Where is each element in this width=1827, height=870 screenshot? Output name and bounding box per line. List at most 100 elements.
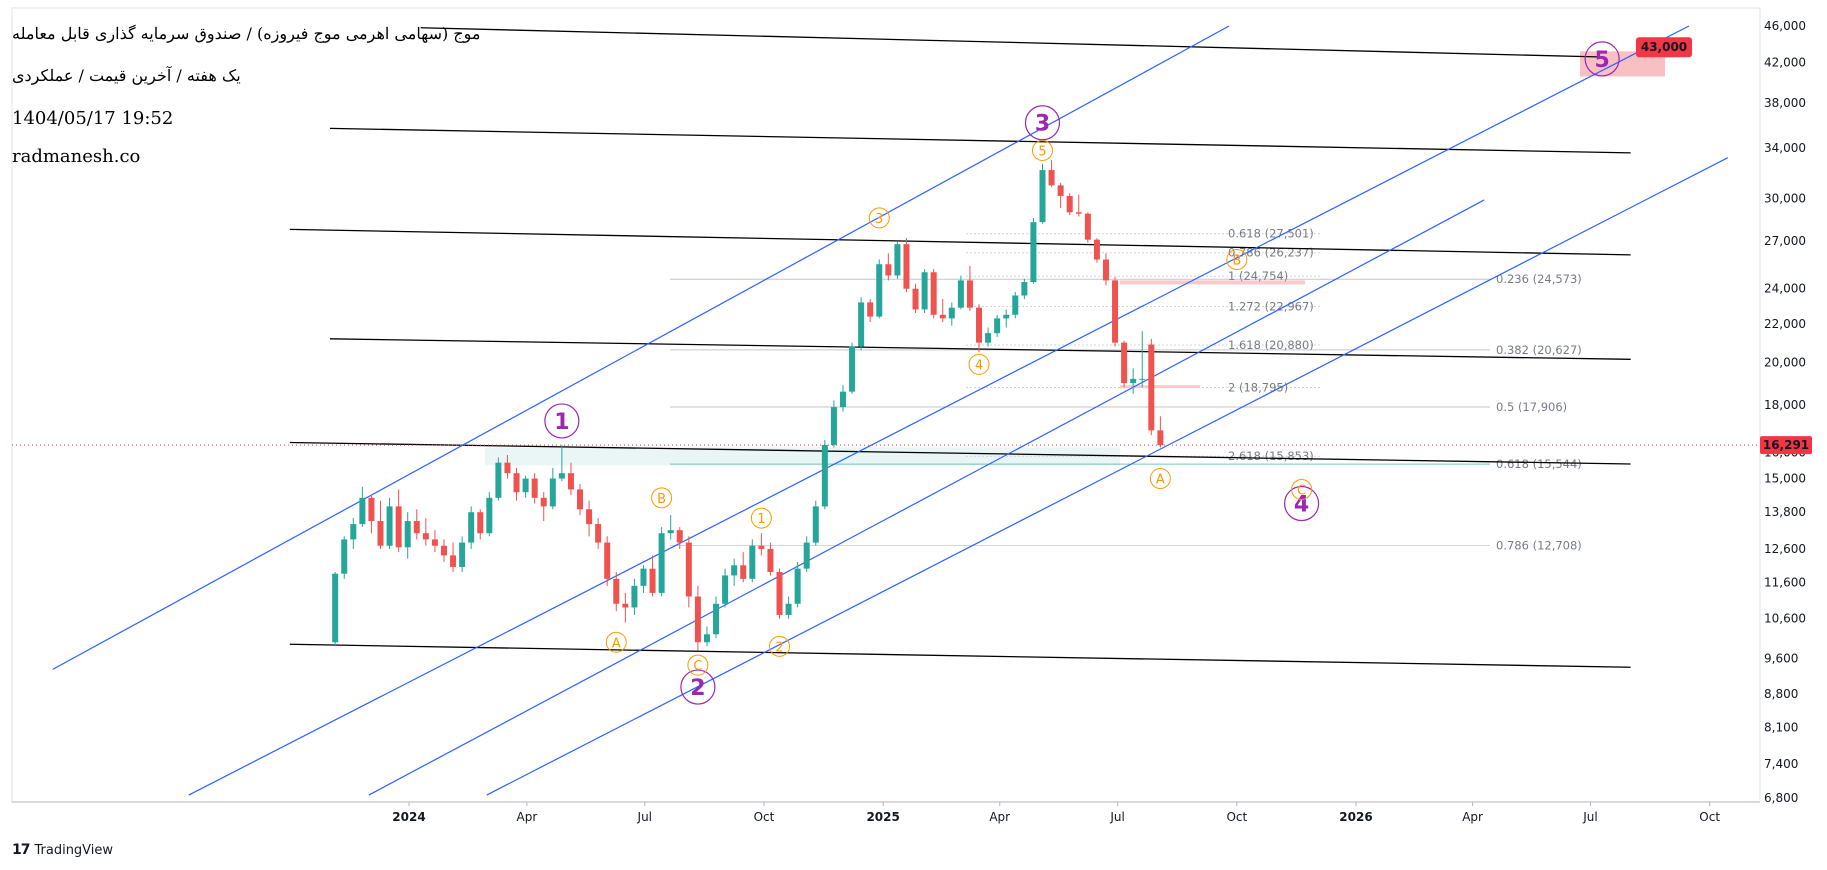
wave-minor-label: 2 <box>775 640 783 655</box>
candle-body <box>577 489 584 510</box>
y-tick-label: 38,000 <box>1764 96 1806 110</box>
axes: 46,000 42,000 38,000 34,000 30,000 27,000 24,0… <box>11 7 1812 824</box>
wave-minor-label: B <box>657 492 666 507</box>
y-tick-label: 8,100 <box>1764 720 1798 734</box>
x-tick-label: 2025 <box>866 810 899 824</box>
wave-major-label: 3 <box>1035 112 1050 137</box>
candle-body <box>740 565 747 579</box>
candle-body <box>812 506 819 543</box>
candle-body <box>876 264 883 317</box>
fib-retracement-label: 0.786 (12,708) <box>1496 538 1582 552</box>
x-tick-label: 2026 <box>1339 810 1372 824</box>
x-tick-label: 2024 <box>392 810 425 824</box>
wave-minor-label: C <box>1297 483 1306 498</box>
candle-body <box>994 318 1001 334</box>
y-tick-label: 8,800 <box>1764 687 1798 701</box>
candle-body <box>867 302 874 317</box>
fib-level-label: 1.618 (20,880) <box>1228 338 1314 352</box>
resistance-zone-2 <box>1120 385 1200 389</box>
y-tick-label: 34,000 <box>1764 141 1806 155</box>
candle-body <box>522 478 529 493</box>
candle-body <box>386 506 393 546</box>
candle-body <box>722 575 729 604</box>
candle-body <box>413 521 420 534</box>
wave-minor-circle <box>1031 139 1053 161</box>
wave-minor-label: 3 <box>875 212 883 227</box>
wave-minor-label: 1 <box>757 512 765 527</box>
candle-body <box>332 573 339 643</box>
y-tick-label: 24,000 <box>1764 282 1806 296</box>
candle-body <box>667 530 674 534</box>
wave-minor-circle <box>1291 478 1313 500</box>
candle-body <box>658 533 665 593</box>
fib-level-label: 0.618 (27,501) <box>1228 227 1314 241</box>
candle-body <box>468 512 475 543</box>
x-tick-label: Apr <box>989 810 1010 824</box>
candle-body <box>694 596 701 643</box>
horizontal-trend-line <box>289 228 1631 256</box>
candle-body <box>830 407 837 445</box>
candle-body <box>477 512 484 534</box>
x-tick-label: Jul <box>637 810 652 824</box>
candle-body <box>957 280 964 308</box>
candle-body <box>631 585 638 608</box>
tradingview-watermark[interactable]: 17 TradingView <box>12 842 113 858</box>
wave-minor-circle <box>868 207 890 229</box>
candle-body <box>586 509 593 525</box>
candle-body <box>459 542 466 567</box>
x-tick-label: Oct <box>754 810 775 824</box>
candle-body <box>513 473 520 493</box>
tradingview-label: TradingView <box>34 842 114 858</box>
x-tick-label: Oct <box>1226 810 1247 824</box>
wave-minor-circle <box>1226 249 1248 271</box>
horizontal-trend-line <box>289 643 1631 668</box>
target-price-badge: 43,000 <box>1636 37 1692 58</box>
candle-body <box>948 307 955 319</box>
candle-body <box>713 603 720 635</box>
highlight-zones <box>485 51 1665 466</box>
x-tick-label: Apr <box>1462 810 1483 824</box>
candle-body <box>1012 295 1019 315</box>
wave-minor-label: 5 <box>1038 144 1046 159</box>
candle-body <box>839 391 846 408</box>
channel-line <box>52 25 1230 670</box>
fib-level-label: 0.786 (26,237) <box>1228 246 1314 260</box>
candle-body <box>1139 378 1146 380</box>
wave-major-circle <box>1283 485 1320 522</box>
candle-body <box>604 542 611 579</box>
candle-body <box>1075 212 1082 214</box>
fib-retracement-label: 0.5 (17,906) <box>1496 400 1567 414</box>
last-price-badge-text: 16,291 <box>1763 438 1809 452</box>
y-tick-label: 12,600 <box>1764 542 1806 556</box>
candle-body <box>794 568 801 604</box>
trend-channel-lines <box>52 25 1729 796</box>
candle-body <box>440 545 447 556</box>
x-tick-label: Apr <box>517 810 538 824</box>
wave-major-circle <box>680 669 716 705</box>
candle-body <box>1102 259 1109 281</box>
x-tick-label: Oct <box>1699 810 1720 824</box>
candle-body <box>567 473 574 490</box>
horizontal-trend-line <box>289 441 1631 465</box>
resistance-zone <box>1120 280 1305 285</box>
y-tick-label: 27,000 <box>1764 234 1806 248</box>
channel-line <box>486 157 1729 796</box>
chart-subtitle: یک هفته / آخرین قیمت / عملکردی <box>12 66 241 85</box>
candle-body <box>540 497 547 507</box>
candle-body <box>731 565 738 576</box>
y-tick-label: 9,600 <box>1764 652 1798 666</box>
candle-body <box>767 548 774 573</box>
candle-body <box>985 333 992 343</box>
last-price-badge: 16,291 <box>1760 436 1812 455</box>
candle-body <box>341 539 348 574</box>
candle-body <box>1084 213 1091 240</box>
candle-body <box>640 568 647 586</box>
candle-body <box>921 272 928 310</box>
target-badge-bg <box>1636 37 1692 58</box>
candle-body <box>1121 342 1128 384</box>
wave-minor-label: C <box>693 659 702 674</box>
fib-level-label: 1.272 (22,967) <box>1228 299 1314 313</box>
candle-body <box>495 462 502 498</box>
